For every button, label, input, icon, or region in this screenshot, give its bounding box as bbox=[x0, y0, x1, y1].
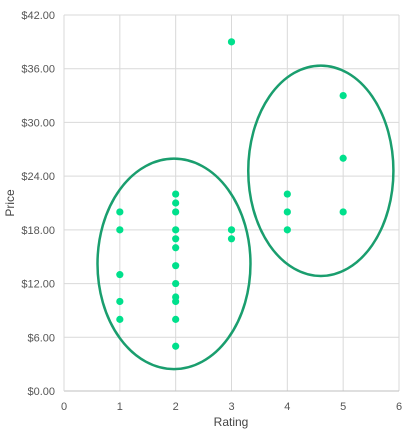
data-point bbox=[172, 297, 180, 306]
data-point bbox=[283, 190, 291, 198]
data-point bbox=[172, 235, 180, 243]
data-point bbox=[227, 38, 236, 46]
x-tick-labels: 0 1 2 3 4 5 6 bbox=[61, 401, 402, 413]
x-tick-label: 6 bbox=[396, 401, 402, 413]
y-tick-label: $18.00 bbox=[21, 225, 55, 237]
data-point bbox=[172, 342, 180, 350]
data-point bbox=[172, 315, 180, 323]
y-tick-label: $36.00 bbox=[21, 64, 55, 76]
data-point bbox=[116, 208, 124, 216]
data-point bbox=[339, 208, 347, 216]
y-tick-label: $0.00 bbox=[27, 386, 55, 398]
data-point bbox=[283, 208, 291, 216]
y-tick-label: $30.00 bbox=[21, 117, 55, 129]
x-axis-label: Rating bbox=[214, 415, 249, 429]
x-tick-label: 2 bbox=[173, 401, 179, 413]
data-point bbox=[227, 235, 236, 243]
x-tick-label: 1 bbox=[117, 401, 123, 413]
y-tick-labels: $0.00 $6.00 $12.00 $18.00 $24.00 $30.00 $36.00… bbox=[21, 10, 55, 398]
data-point bbox=[172, 190, 180, 198]
y-tick-label: $6.00 bbox=[27, 332, 55, 344]
cluster-ellipse bbox=[96, 157, 252, 371]
cluster-ellipses bbox=[96, 64, 395, 371]
data-point bbox=[283, 226, 291, 234]
axes bbox=[63, 15, 399, 392]
y-tick-label: $24.00 bbox=[21, 171, 55, 183]
data-point bbox=[339, 91, 347, 100]
y-tick-label: $12.00 bbox=[21, 279, 55, 291]
data-point bbox=[116, 297, 124, 306]
x-tick-label: 0 bbox=[61, 401, 67, 413]
data-point bbox=[172, 279, 180, 288]
data-point bbox=[116, 315, 124, 323]
data-point bbox=[116, 271, 124, 279]
data-point bbox=[172, 244, 180, 252]
x-tick-label: 3 bbox=[228, 401, 234, 413]
x-tick-label: 4 bbox=[284, 401, 290, 413]
data-point bbox=[339, 154, 347, 162]
data-point bbox=[172, 226, 180, 234]
data-point bbox=[172, 208, 180, 216]
y-axis-label: Price bbox=[3, 189, 17, 217]
data-point bbox=[227, 226, 236, 234]
cluster-ellipse bbox=[247, 64, 395, 278]
data-points bbox=[116, 38, 347, 350]
data-point bbox=[116, 226, 124, 234]
data-point bbox=[172, 199, 180, 207]
y-tick-label: $42.00 bbox=[21, 10, 55, 22]
data-point bbox=[172, 262, 180, 270]
x-tick-label: 5 bbox=[340, 401, 346, 413]
